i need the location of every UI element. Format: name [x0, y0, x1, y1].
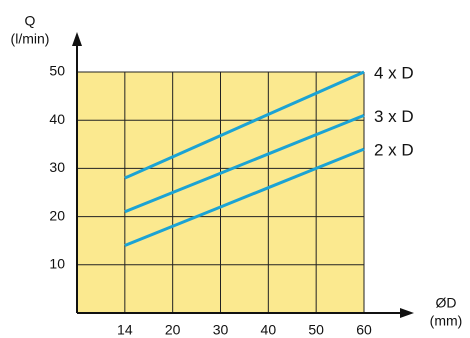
y-tick-label: 30 — [49, 159, 65, 175]
x-axis-unit: (mm) — [430, 313, 463, 329]
x-tick-label: 20 — [165, 322, 181, 338]
x-tick-label: 14 — [117, 322, 133, 338]
x-axis-label: ØD — [436, 295, 457, 311]
x-tick-label: 30 — [213, 322, 229, 338]
series-line — [124, 147, 365, 247]
y-tick-label: 50 — [49, 63, 65, 79]
x-tick-label: 60 — [356, 322, 372, 338]
legend-label: 2 x D — [374, 141, 414, 160]
y-tick-label: 40 — [49, 111, 65, 127]
x-tick-label: 40 — [261, 322, 277, 338]
legend-label: 4 x D — [374, 63, 414, 82]
y-axis-label: Q — [25, 13, 36, 29]
y-axis-unit: (l/min) — [11, 31, 50, 47]
y-tick-label: 10 — [49, 256, 65, 272]
y-axis-arrow — [72, 32, 82, 46]
series-line — [124, 70, 365, 180]
series-line — [124, 113, 365, 214]
y-tick-label: 20 — [49, 207, 65, 223]
x-tick-label: 50 — [308, 322, 324, 338]
x-axis-arrow — [400, 308, 414, 318]
legend-label: 3 x D — [374, 107, 414, 126]
